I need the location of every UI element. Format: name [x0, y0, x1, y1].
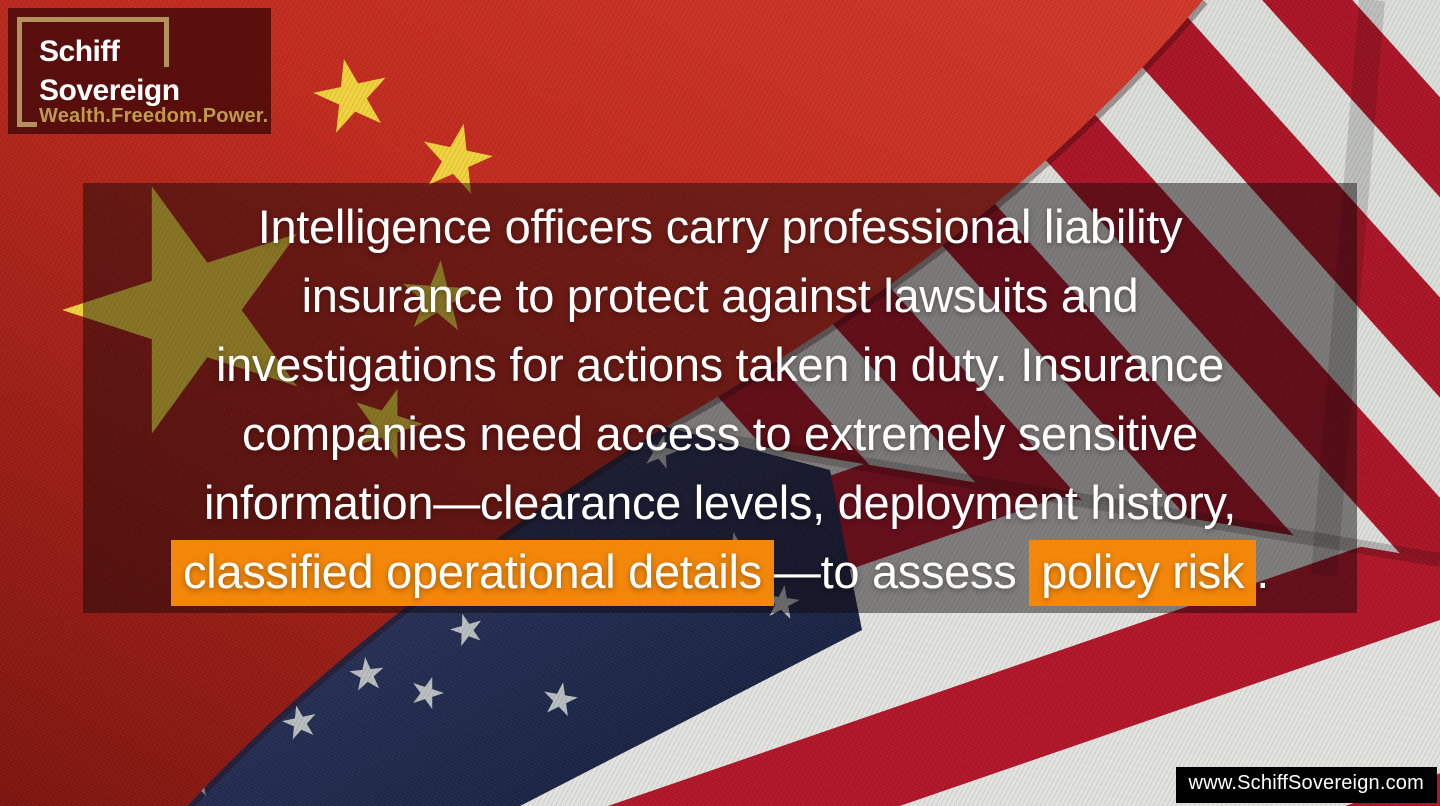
website-badge: www.SchiffSovereign.com: [1175, 767, 1437, 803]
logo-title: Schiff Sovereign: [39, 32, 180, 110]
quote-segment-period: .: [1256, 545, 1269, 598]
us-flag: [187, 0, 1440, 806]
highlight-classified-operational-details: classified operational details: [171, 540, 774, 606]
us-stripes-upper: [660, 0, 1440, 560]
fabric-fold-shadow-right: [1311, 0, 1385, 577]
logo-frame-right: [164, 17, 169, 67]
website-url: www.SchiffSovereign.com: [1188, 772, 1424, 794]
quote-line-2: insurance to protect against lawsuits an…: [301, 269, 1139, 322]
quote-line-6: classified operational details —to assess…: [83, 537, 1357, 606]
logo-frame-left: [17, 17, 22, 127]
quote-panel: Intelligence officers carry professional…: [83, 183, 1357, 613]
logo-frame-top: [17, 17, 169, 22]
logo-title-line1: Schiff: [39, 35, 120, 68]
logo-frame-bottom: [17, 122, 37, 127]
quote-line-5: information—clearance levels, deployment…: [204, 476, 1236, 529]
us-canton: [187, 420, 862, 806]
fabric-fold-shadow: [658, 423, 1440, 567]
highlight-policy-risk: policy risk: [1029, 540, 1257, 606]
logo-tagline: Wealth.Freedom.Power.: [39, 105, 269, 127]
schiff-sovereign-logo: Schiff Sovereign Wealth.Freedom.Power.: [8, 8, 271, 134]
logo-title-line2: Sovereign: [39, 74, 180, 107]
quote-line-3: investigations for actions taken in duty…: [216, 338, 1224, 391]
quote-line-4: companies need access to extremely sensi…: [242, 407, 1198, 460]
quote-line-1: Intelligence officers carry professional…: [257, 200, 1183, 253]
quote-segment-to-assess: —to assess: [773, 545, 1030, 598]
